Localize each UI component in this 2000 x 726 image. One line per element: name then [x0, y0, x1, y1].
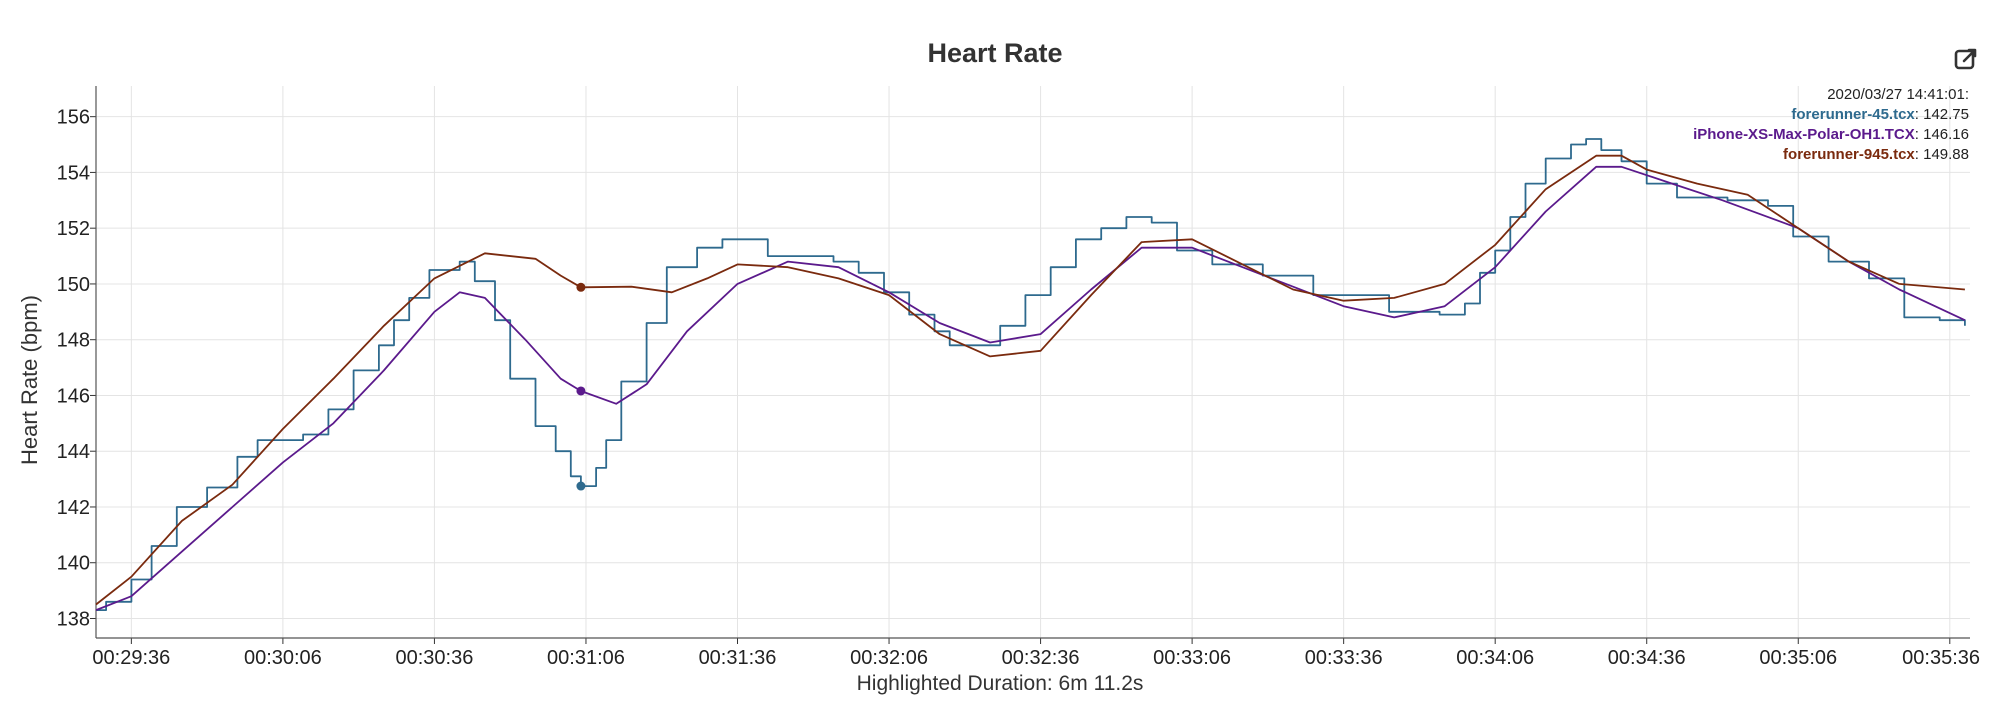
axes [90, 86, 1970, 644]
highlight-marker [576, 481, 586, 491]
series-lines [95, 138, 1966, 611]
x-tick-label: 00:33:06 [1153, 647, 1231, 669]
series-line-2 [95, 154, 1965, 606]
cursor-readout: 2020/03/27 14:41:01: forerunner-45.tcx: … [1693, 85, 1969, 165]
series-line-0 [96, 138, 1966, 611]
highlight-marker [576, 386, 586, 396]
y-tick-label: 144 [57, 441, 90, 463]
x-tick-label: 00:30:36 [396, 647, 474, 669]
export-edit-icon[interactable] [1953, 46, 1979, 72]
readout-row: forerunner-45.tcx: 142.75 [1791, 106, 1969, 123]
readout-series-value: 142.75 [1923, 106, 1969, 123]
y-tick-label: 150 [57, 274, 90, 296]
x-tick-label: 00:31:36 [699, 647, 777, 669]
x-tick-label: 00:30:06 [244, 647, 322, 669]
y-tick-label: 142 [57, 497, 90, 519]
y-tick-labels: 138 140 142 144 146 148 150 152 154 156 [57, 107, 90, 631]
readout-series-name: forerunner-45.tcx [1791, 106, 1915, 123]
y-tick-label: 148 [57, 330, 90, 352]
x-tick-label: 00:33:36 [1305, 647, 1383, 669]
series-line-1 [95, 165, 1966, 611]
x-tick-label: 00:32:06 [850, 647, 928, 669]
readout-row: iPhone-XS-Max-Polar-OH1.TCX: 146.16 [1693, 126, 1969, 143]
y-tick-label: 154 [57, 162, 90, 184]
readout-timestamp: 2020/03/27 14:41:01: [1827, 86, 1969, 103]
readout-series-name: forerunner-945.tcx [1783, 146, 1915, 163]
x-axis-label: Highlighted Duration: 6m 11.2s [856, 672, 1144, 695]
readout-series-name: iPhone-XS-Max-Polar-OH1.TCX [1693, 126, 1915, 143]
x-tick-labels: 00:29:36 00:30:06 00:30:36 00:31:06 00:31:36… [92, 647, 1980, 669]
y-tick-label: 156 [57, 107, 90, 129]
x-tick-label: 00:34:06 [1456, 647, 1534, 669]
y-tick-label: 138 [57, 608, 90, 630]
highlight-markers [576, 282, 586, 491]
chart-title: Heart Rate [927, 38, 1063, 68]
x-tick-label: 00:31:06 [547, 647, 625, 669]
x-tick-label: 00:35:06 [1759, 647, 1837, 669]
readout-series-value: 146.16 [1923, 126, 1969, 143]
readout-row: forerunner-945.tcx: 149.88 [1783, 146, 1969, 163]
y-tick-label: 152 [57, 218, 90, 240]
x-tick-label: 00:34:36 [1608, 647, 1686, 669]
grid-lines [96, 86, 1970, 638]
y-axis-label: Heart Rate (bpm) [17, 295, 42, 465]
x-tick-label: 00:35:36 [1902, 647, 1980, 669]
x-tick-label: 00:32:36 [1002, 647, 1080, 669]
highlight-marker [576, 282, 586, 292]
y-tick-label: 146 [57, 385, 90, 407]
x-tick-label: 00:29:36 [92, 647, 170, 669]
y-tick-label: 140 [57, 553, 90, 575]
readout-series-value: 149.88 [1923, 146, 1969, 163]
